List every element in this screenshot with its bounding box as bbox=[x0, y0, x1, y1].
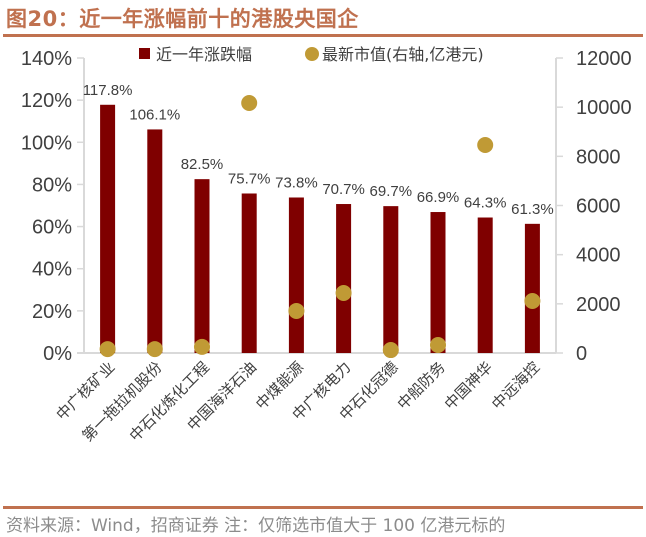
market-cap-dot bbox=[99, 341, 116, 358]
bar bbox=[336, 204, 352, 353]
legend-dot-label: 最新市值(右轴,亿港元) bbox=[322, 45, 484, 64]
right-tick-label: 0 bbox=[576, 343, 587, 365]
right-axis: 0 2000 4000 6000 8000 10000 12000 bbox=[555, 48, 632, 365]
left-tick-label: 140% bbox=[21, 48, 72, 70]
bar-value-label: 69.7% bbox=[370, 183, 413, 200]
legend-dot-swatch bbox=[305, 47, 319, 61]
x-axis-categories: 中广核矿业第一拖拉机股份中石化炼化工程中国海洋石油中煤能源中广核电力中石化冠德中… bbox=[53, 358, 544, 445]
bar-series bbox=[100, 104, 540, 354]
legend-bar-label: 近一年涨跌幅 bbox=[156, 45, 252, 64]
bar bbox=[194, 179, 210, 353]
market-cap-dot bbox=[146, 341, 163, 358]
market-cap-dot bbox=[382, 342, 399, 359]
market-cap-dot bbox=[194, 338, 210, 355]
market-cap-dot bbox=[241, 94, 258, 111]
chart-area: 0% 20% 40% 60% 80% 100% 120% 140% 0 2000 4000 6000… bbox=[21, 45, 632, 445]
title-divider bbox=[3, 34, 643, 37]
x-category-label: 中船防务 bbox=[394, 358, 449, 413]
bar-value-label: 70.7% bbox=[322, 181, 365, 198]
source-note: 资料来源：Wind，招商证券 注：仅筛选市值大于 100 亿港元标的 bbox=[6, 516, 506, 536]
bar-value-label: 64.3% bbox=[464, 195, 507, 212]
bar-value-label: 66.9% bbox=[417, 189, 460, 206]
scatter-series bbox=[99, 94, 541, 359]
bar bbox=[147, 129, 163, 353]
bar-value-label: 73.8% bbox=[275, 174, 318, 191]
bar bbox=[288, 197, 304, 353]
right-tick-label: 4000 bbox=[576, 245, 621, 267]
right-tick-label: 8000 bbox=[576, 146, 621, 168]
chart-title: 图20：近一年涨幅前十的港股央国企 bbox=[6, 7, 359, 31]
left-tick-label: 120% bbox=[21, 90, 72, 112]
left-tick-label: 60% bbox=[32, 217, 72, 239]
market-cap-dot bbox=[524, 293, 541, 310]
data-labels: 117.8% 106.1% 82.5%75.7% 73.8% 70.7% 69.7% 66.… bbox=[83, 82, 554, 218]
bar-value-label: 82.5% bbox=[181, 156, 224, 173]
market-cap-dot bbox=[335, 285, 352, 302]
bar bbox=[383, 206, 399, 353]
bar bbox=[100, 104, 116, 354]
left-tick-label: 0% bbox=[43, 343, 72, 365]
bar bbox=[477, 217, 493, 353]
bar bbox=[241, 193, 257, 353]
bar-value-label: 75.7% bbox=[228, 170, 271, 187]
bar bbox=[430, 212, 446, 353]
market-cap-dot bbox=[477, 137, 494, 154]
left-tick-label: 20% bbox=[32, 301, 72, 323]
bar-value-label: 61.3% bbox=[511, 201, 554, 218]
footer-divider bbox=[3, 506, 643, 509]
right-tick-label: 2000 bbox=[576, 294, 621, 316]
right-tick-label: 12000 bbox=[576, 48, 632, 70]
bar-value-label: 117.8% bbox=[83, 82, 133, 99]
left-tick-label: 40% bbox=[32, 259, 72, 281]
right-tick-label: 6000 bbox=[576, 196, 621, 218]
legend-bar-swatch bbox=[139, 48, 150, 59]
x-category-label: 中远海控 bbox=[488, 358, 543, 413]
left-tick-label: 100% bbox=[21, 132, 72, 154]
left-tick-label: 80% bbox=[32, 174, 72, 196]
right-tick-label: 10000 bbox=[576, 97, 632, 119]
bar-value-label: 106.1% bbox=[129, 106, 180, 123]
legend: 近一年涨跌幅 最新市值(右轴,亿港元) bbox=[139, 45, 484, 64]
bar bbox=[524, 223, 540, 353]
market-cap-dot bbox=[430, 337, 446, 354]
x-category-label: 中国神华 bbox=[441, 358, 496, 413]
market-cap-dot bbox=[288, 302, 305, 319]
